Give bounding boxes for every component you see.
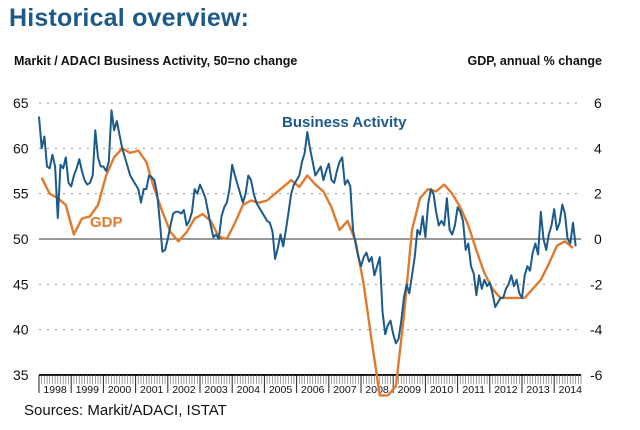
x-tick-label: 2008 bbox=[365, 384, 389, 396]
x-tick-label: 1998 bbox=[43, 384, 67, 396]
right-tick-label: 6 bbox=[594, 95, 602, 111]
x-tick-label: 2012 bbox=[494, 384, 518, 396]
right-tick-label: -2 bbox=[590, 276, 603, 292]
x-tick-label: 2000 bbox=[108, 384, 132, 396]
business-activity-label: Business Activity bbox=[282, 114, 407, 131]
right-tick-label: -6 bbox=[590, 367, 603, 383]
grid-lines bbox=[39, 102, 582, 331]
right-tick-label: 0 bbox=[594, 231, 602, 247]
left-y-axis: 65 60 55 50 45 40 35 bbox=[13, 95, 29, 383]
x-tick-label: 2011 bbox=[462, 384, 485, 396]
page-title: Historical overview: bbox=[9, 4, 250, 32]
series-lines bbox=[38, 109, 577, 397]
right-axis-title: GDP, annual % change bbox=[467, 54, 602, 68]
x-tick-label: 2007 bbox=[333, 384, 357, 396]
x-tick-label: 1999 bbox=[76, 384, 100, 396]
left-tick-label: 35 bbox=[13, 367, 29, 383]
x-tick-label: 2004 bbox=[237, 384, 261, 396]
x-tick-label: 2005 bbox=[269, 384, 293, 396]
right-y-axis: 6 4 2 0 -2 -4 -6 bbox=[590, 95, 603, 383]
x-tick-label: 2002 bbox=[172, 384, 196, 396]
x-tick-label: 2006 bbox=[301, 384, 325, 396]
x-tick-label: 2001 bbox=[140, 384, 164, 396]
left-tick-label: 50 bbox=[13, 231, 29, 247]
left-tick-label: 60 bbox=[13, 140, 29, 156]
gdp-line bbox=[40, 147, 574, 397]
x-tick-label: 2003 bbox=[204, 384, 228, 396]
left-axis-title: Markit / ADACI Business Activity, 50=no … bbox=[14, 54, 298, 68]
x-tick-label: 2013 bbox=[526, 384, 550, 396]
right-tick-label: 2 bbox=[594, 186, 602, 202]
left-tick-label: 65 bbox=[13, 95, 29, 111]
x-tick-label: 2010 bbox=[430, 384, 454, 396]
left-tick-label: 45 bbox=[13, 276, 29, 292]
gdp-label: GDP bbox=[90, 214, 123, 231]
right-tick-label: -4 bbox=[590, 322, 603, 338]
left-tick-label: 40 bbox=[13, 322, 29, 338]
x-tick-label: 2014 bbox=[559, 384, 583, 396]
business-activity-line bbox=[38, 109, 577, 345]
x-tick-label: 2009 bbox=[398, 384, 422, 396]
source-note: Sources: Markit/ADACI, ISTAT bbox=[24, 402, 227, 419]
x-axis: 1998 1999 2000 2001 2002 2003 2004 2005 2006 2007… bbox=[38, 374, 583, 396]
right-tick-label: 4 bbox=[594, 140, 602, 156]
left-tick-label: 55 bbox=[13, 186, 29, 202]
